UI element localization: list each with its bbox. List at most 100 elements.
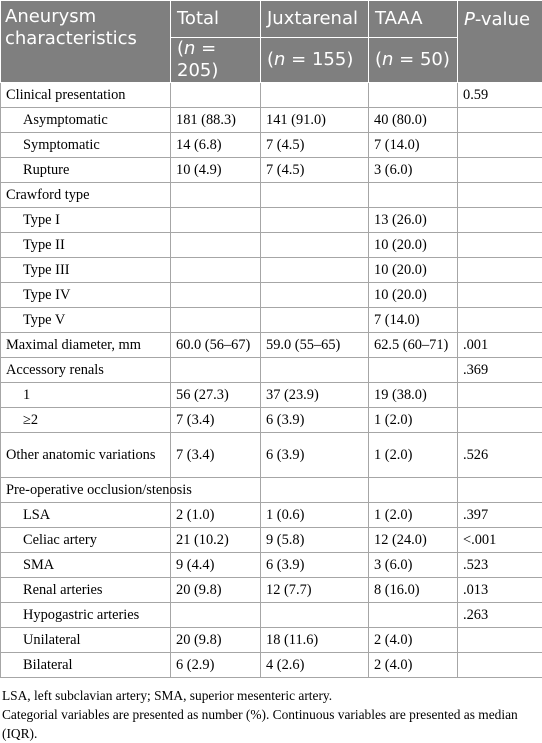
row-label: Symptomatic — [1, 133, 171, 158]
cell-p-value: <.001 — [458, 528, 542, 553]
row-label: ≥2 — [1, 408, 171, 433]
cell-juxtarenal: 59.0 (55–65) — [261, 333, 369, 358]
cell-p-value — [458, 158, 542, 183]
row-label: Crawford type — [1, 183, 171, 208]
table-row: Accessory renals.369 — [1, 358, 542, 383]
cell-p-value — [458, 208, 542, 233]
row-label: Type IV — [1, 283, 171, 308]
aneurysm-characteristics-table: Aneurysm characteristics Total Juxtarena… — [0, 0, 542, 678]
row-label: Hypogastric arteries — [1, 603, 171, 628]
row-label: Type I — [1, 208, 171, 233]
cell-p-value — [458, 283, 542, 308]
cell-total: 9 (4.4) — [171, 553, 261, 578]
n-taaa-label: (n = 50) — [375, 49, 450, 70]
cell-p-value — [458, 183, 542, 208]
cell-taaa: 1 (2.0) — [369, 433, 458, 478]
cell-p-value — [458, 653, 542, 678]
row-label: Celiac artery — [1, 528, 171, 553]
cell-taaa — [369, 83, 458, 108]
cell-taaa: 2 (4.0) — [369, 653, 458, 678]
cell-juxtarenal: 37 (23.9) — [261, 383, 369, 408]
p-italic: P — [464, 9, 475, 30]
cell-total: 181 (88.3) — [171, 108, 261, 133]
cell-p-value: .523 — [458, 553, 542, 578]
cell-taaa — [369, 358, 458, 383]
header-n-taaa: (n = 50) — [369, 38, 458, 83]
row-label: Type V — [1, 308, 171, 333]
cell-p-value — [458, 383, 542, 408]
cell-total: 21 (10.2) — [171, 528, 261, 553]
cell-total: 2 (1.0) — [171, 503, 261, 528]
table-row: Type V 7 (14.0) — [1, 308, 542, 333]
cell-total: 14 (6.8) — [171, 133, 261, 158]
cell-p-value — [458, 308, 542, 333]
header-juxtarenal: Juxtarenal — [261, 1, 369, 38]
cell-p-value: .001 — [458, 333, 542, 358]
n-total-label: (n = 205) — [177, 38, 218, 81]
row-label: Type II — [1, 233, 171, 258]
cell-taaa: 7 (14.0) — [369, 133, 458, 158]
cell-juxtarenal: 4 (2.6) — [261, 653, 369, 678]
cell-taaa: 7 (14.0) — [369, 308, 458, 333]
cell-total: 60.0 (56–67) — [171, 333, 261, 358]
cell-p-value: .397 — [458, 503, 542, 528]
row-label: Asymptomatic — [1, 108, 171, 133]
cell-taaa: 2 (4.0) — [369, 628, 458, 653]
cell-p-value: .263 — [458, 603, 542, 628]
cell-total: 56 (27.3) — [171, 383, 261, 408]
cell-taaa: 40 (80.0) — [369, 108, 458, 133]
footnote-variables: Categorial variables are presented as nu… — [2, 705, 540, 743]
cell-juxtarenal — [261, 208, 369, 233]
cell-taaa — [369, 603, 458, 628]
cell-total: 10 (4.9) — [171, 158, 261, 183]
row-label: LSA — [1, 503, 171, 528]
cell-taaa: 1 (2.0) — [369, 408, 458, 433]
header-total: Total — [171, 1, 261, 38]
cell-juxtarenal — [261, 83, 369, 108]
row-label: Type III — [1, 258, 171, 283]
cell-juxtarenal: 7 (4.5) — [261, 133, 369, 158]
cell-p-value — [458, 133, 542, 158]
row-label: Maximal diameter, mm — [1, 333, 171, 358]
cell-total — [171, 308, 261, 333]
row-label: Other anatomic variations — [1, 433, 171, 478]
cell-p-value: 0.59 — [458, 83, 542, 108]
header-taaa: TAAA — [369, 1, 458, 38]
row-label: SMA — [1, 553, 171, 578]
cell-juxtarenal — [261, 258, 369, 283]
cell-taaa: 3 (6.0) — [369, 158, 458, 183]
header-aneurysm-characteristics: Aneurysm characteristics — [1, 1, 171, 83]
cell-p-value — [458, 258, 542, 283]
cell-taaa: 3 (6.0) — [369, 553, 458, 578]
cell-juxtarenal: 12 (7.7) — [261, 578, 369, 603]
cell-total — [171, 83, 261, 108]
cell-p-value — [458, 233, 542, 258]
cell-p-value: .526 — [458, 433, 542, 478]
row-label: Renal arteries — [1, 578, 171, 603]
cell-juxtarenal: 18 (11.6) — [261, 628, 369, 653]
header-n-juxtarenal: (n = 155) — [261, 38, 369, 83]
cell-juxtarenal: 141 (91.0) — [261, 108, 369, 133]
n-juxta-label: (n = 155) — [267, 49, 353, 70]
cell-total — [171, 208, 261, 233]
row-label: Unilateral — [1, 628, 171, 653]
cell-juxtarenal: 9 (5.8) — [261, 528, 369, 553]
cell-juxtarenal — [261, 233, 369, 258]
cell-total: 6 (2.9) — [171, 653, 261, 678]
table-row: Crawford type — [1, 183, 542, 208]
cell-taaa: 19 (38.0) — [369, 383, 458, 408]
cell-p-value: .013 — [458, 578, 542, 603]
